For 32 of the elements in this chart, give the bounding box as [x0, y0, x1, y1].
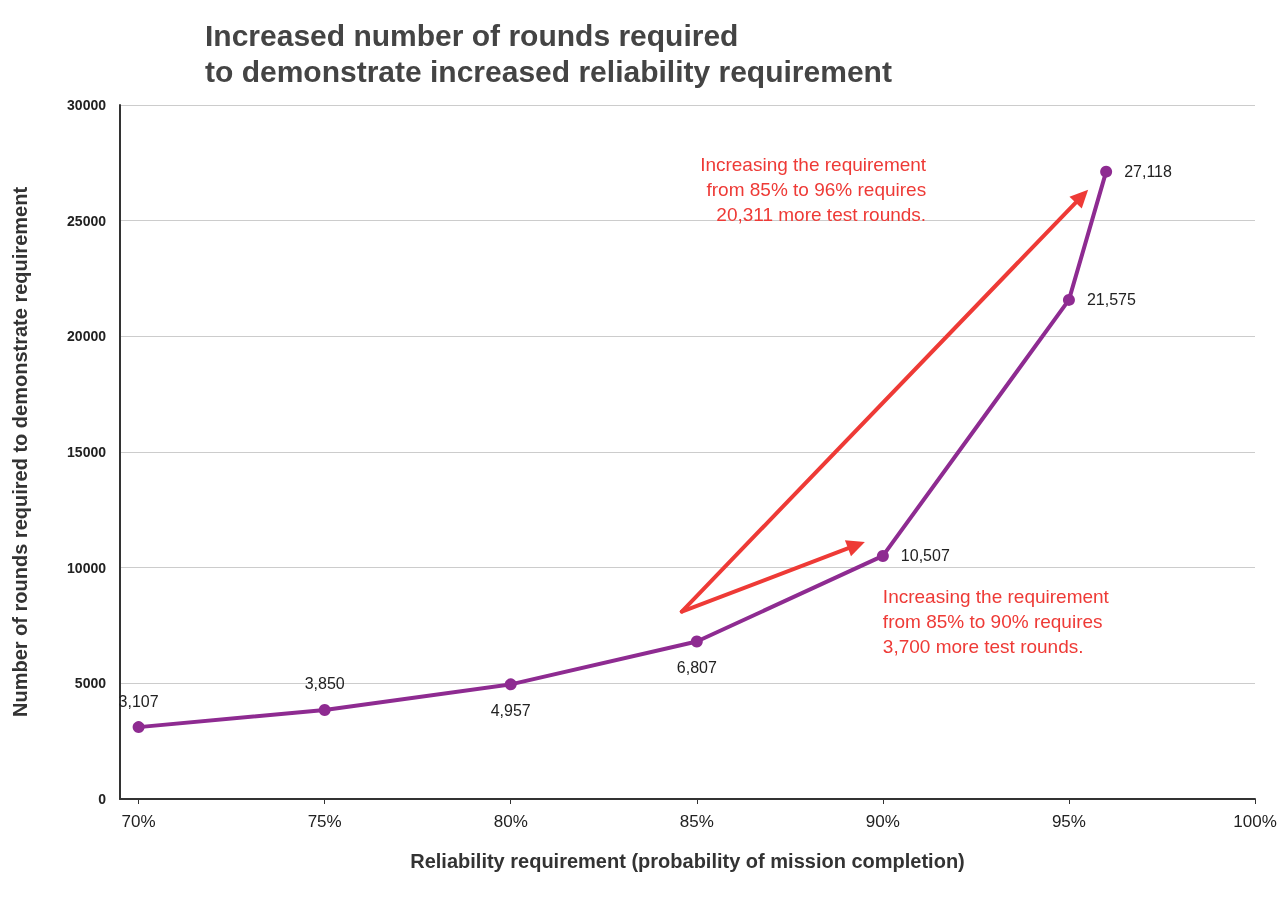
annotation: Increasing the requirement from 85% to 96% requires 20,311 more test rounds.	[699, 152, 927, 227]
x-tick-label: 95%	[1051, 812, 1086, 831]
chart-title: Increased number of rounds required to demonstrate increased reliability requirement	[205, 18, 892, 88]
y-tick-label: 15000	[67, 444, 107, 460]
data-label: 3,850	[304, 675, 345, 693]
point	[876, 549, 889, 562]
data-label: 27,118	[1124, 163, 1172, 181]
x-tick-label: 70%	[121, 812, 156, 831]
point	[1062, 293, 1075, 306]
y-tick-label: 20000	[67, 328, 107, 345]
x-tick-label: 75%	[307, 812, 342, 831]
data-label: 4,957	[490, 701, 531, 719]
point	[318, 703, 331, 716]
annotation: Increasing the requirement from 85% to 90% requires 3,700 more test rounds.	[882, 584, 1110, 659]
point	[132, 721, 145, 734]
y-tick-label: 30000	[67, 97, 107, 113]
point	[1100, 165, 1113, 178]
x-tick-label: 90%	[865, 812, 900, 831]
x-tick-label: 85%	[679, 812, 714, 831]
x-tick-label: 100%	[1233, 812, 1277, 831]
y-tick-label: 0	[98, 791, 107, 807]
y-tick-label: 10000	[67, 559, 107, 576]
data-label: 21,575	[1086, 291, 1136, 309]
x-axis-title: Reliability requirement (probability of mission completion)	[410, 850, 965, 872]
x-tick-label: 80%	[493, 812, 528, 831]
y-axis-title: Number of rounds required to demonstrate requirement	[9, 186, 31, 718]
point	[690, 635, 703, 648]
y-tick-label: 25000	[67, 212, 107, 229]
data-label: 6,807	[676, 659, 717, 677]
data-label: 10,507	[900, 547, 950, 565]
y-tick-label: 5000	[74, 675, 107, 692]
point	[504, 678, 517, 691]
